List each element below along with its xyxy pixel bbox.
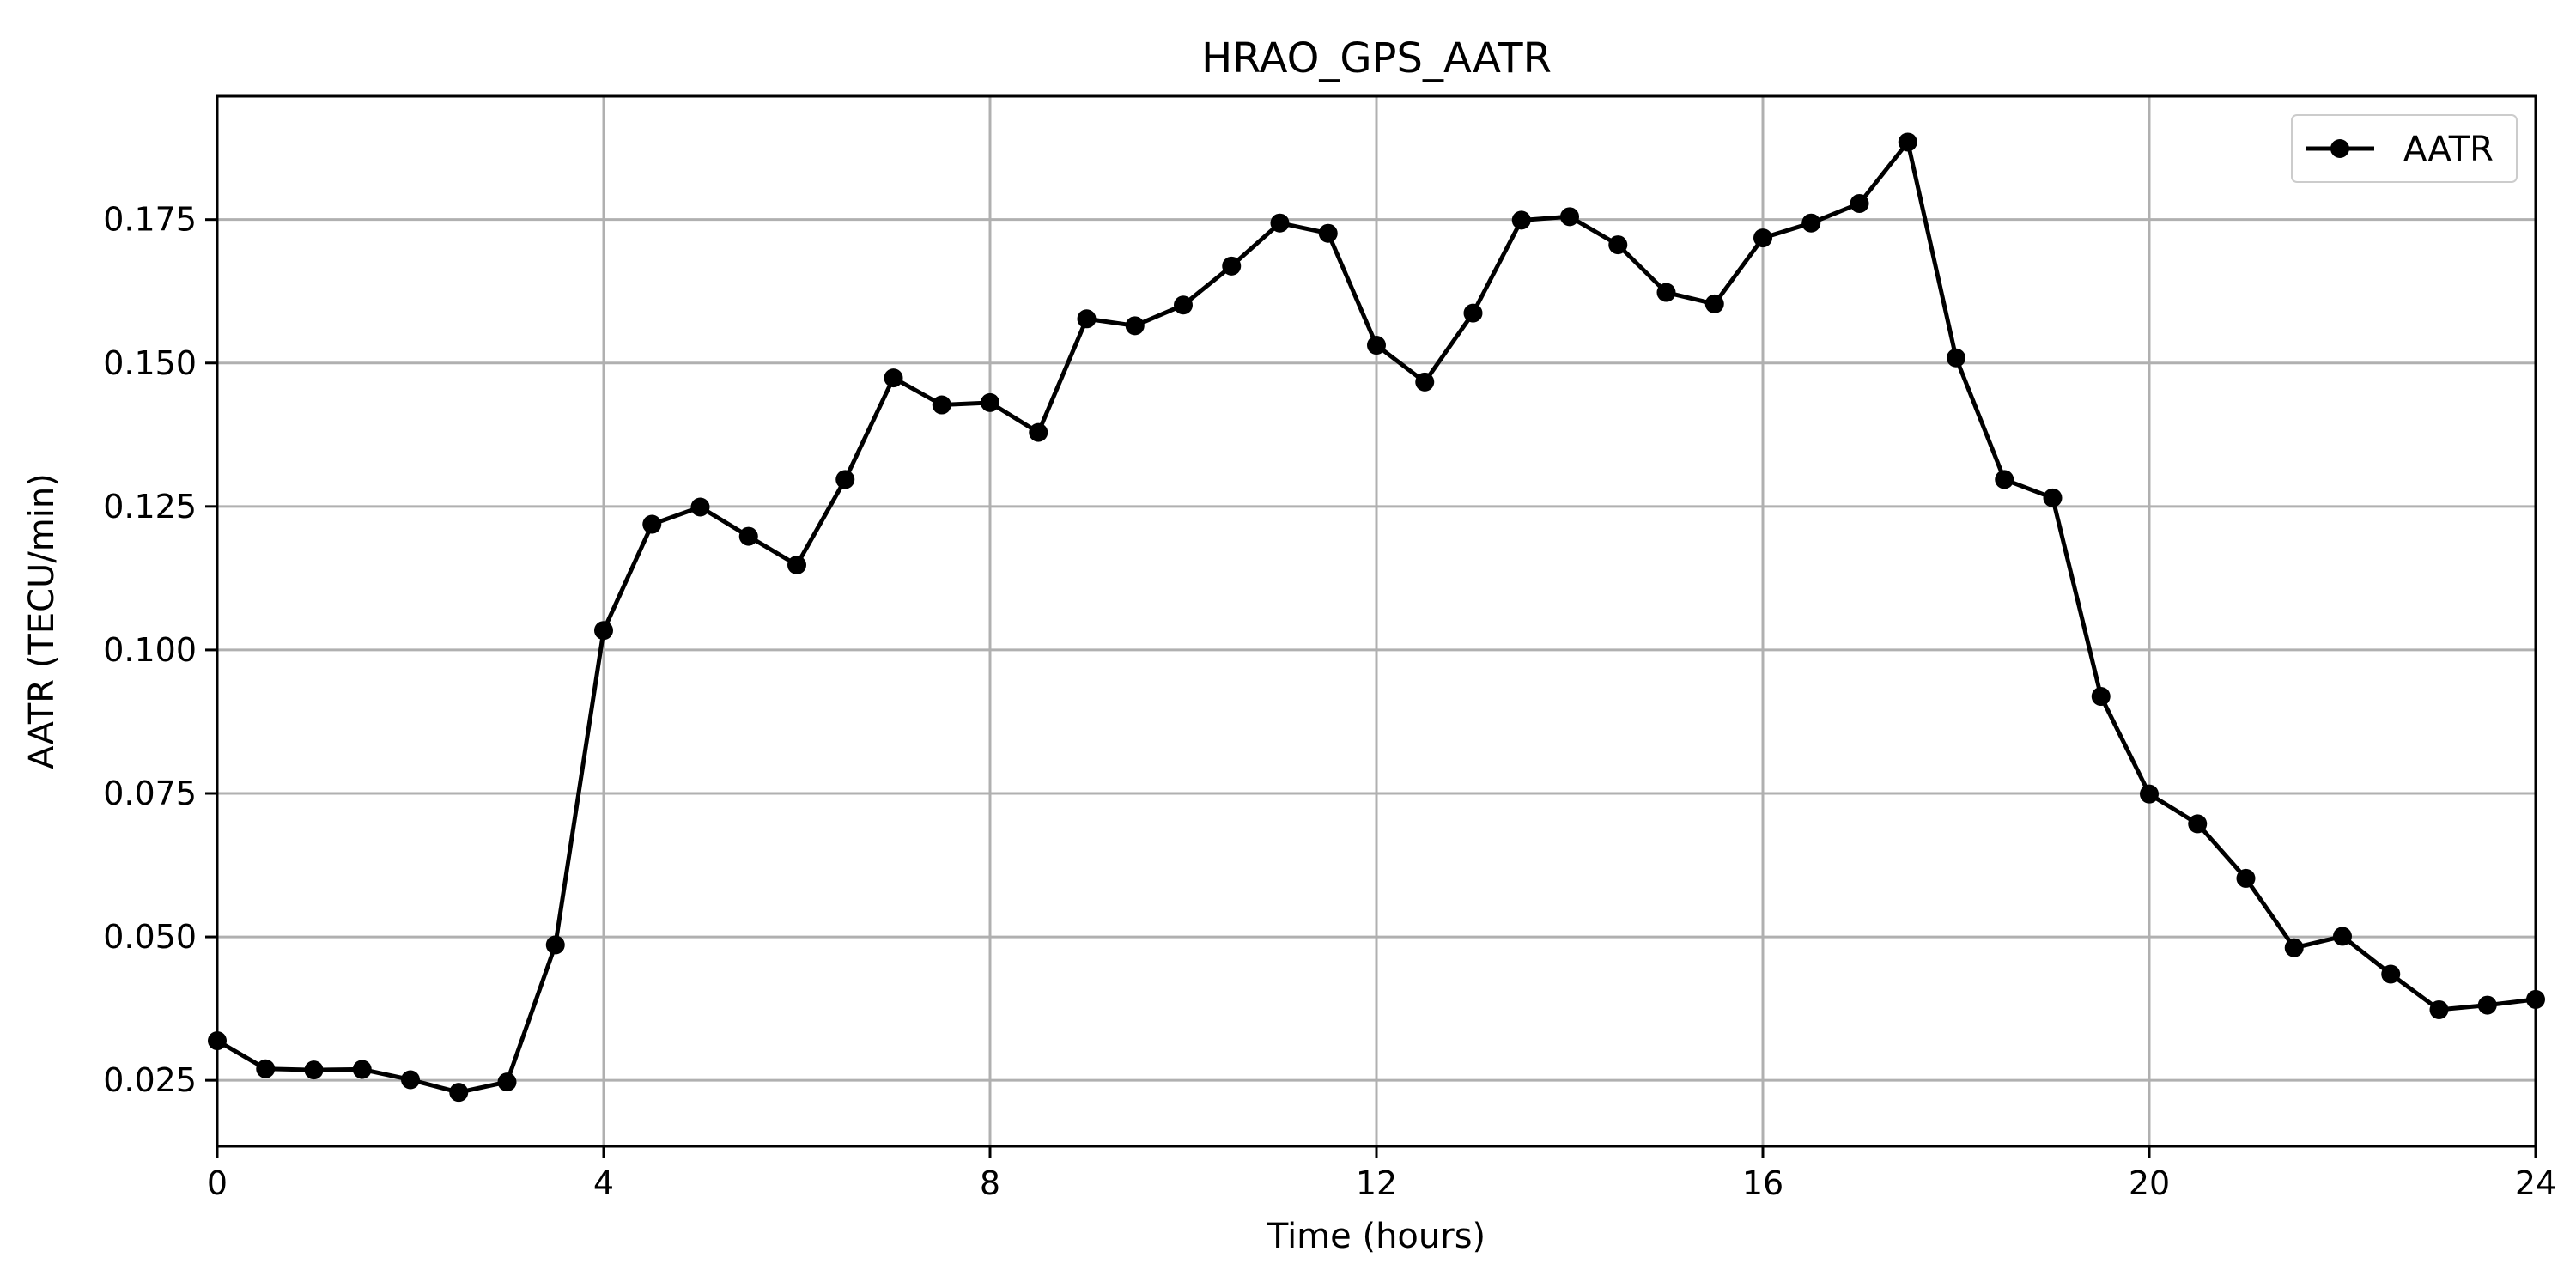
data-point — [2236, 868, 2256, 888]
y-tick-label: 0.100 — [103, 631, 197, 669]
data-point — [1463, 303, 1483, 323]
data-point — [2043, 488, 2063, 507]
data-point — [1560, 207, 1579, 227]
data-point — [1415, 372, 1435, 392]
data-point — [594, 621, 613, 641]
data-point — [690, 497, 710, 517]
data-point — [545, 935, 565, 955]
data-point — [981, 392, 999, 412]
x-tick-label: 0 — [207, 1164, 228, 1202]
data-point — [497, 1072, 517, 1092]
data-point — [401, 1070, 420, 1090]
data-point — [1608, 235, 1628, 255]
data-point — [787, 556, 806, 575]
data-point — [1270, 213, 1290, 233]
data-point — [256, 1059, 276, 1078]
data-point — [2333, 927, 2352, 946]
data-point — [1511, 210, 1531, 230]
legend-entry-aatr: AATR — [2403, 130, 2494, 169]
y-tick-label: 0.050 — [103, 918, 197, 956]
data-point — [449, 1083, 469, 1103]
data-point — [1125, 316, 1145, 336]
data-point — [1367, 336, 1386, 355]
x-tick-label: 12 — [1356, 1164, 1397, 1202]
data-point — [1753, 228, 1772, 248]
data-point — [2284, 938, 2304, 957]
y-tick-label: 0.150 — [103, 344, 197, 382]
data-point — [884, 368, 903, 388]
y-tick-label: 0.125 — [103, 488, 197, 526]
y-tick-label: 0.075 — [103, 775, 197, 812]
data-point — [1995, 470, 2014, 489]
data-point — [304, 1060, 324, 1080]
data-point — [1222, 256, 1242, 276]
data-point — [352, 1060, 372, 1079]
data-point — [2188, 814, 2208, 834]
x-axis-label: Time (hours) — [1267, 1217, 1485, 1256]
data-point — [932, 395, 951, 415]
data-point — [1318, 223, 1338, 243]
data-point — [2477, 995, 2497, 1015]
data-point — [1077, 309, 1097, 329]
y-tick-label: 0.175 — [103, 201, 197, 239]
data-point — [2091, 687, 2111, 707]
x-tick-label: 20 — [2129, 1164, 2170, 1202]
ticks: 0 4 8 12 16 20 24 0.025 0.050 0.075 0.100 0.125 0.15… — [103, 201, 2556, 1202]
data-point — [1174, 295, 1193, 315]
x-tick-label: 16 — [1742, 1164, 1783, 1202]
y-axis-label: AATR (TECU/min) — [22, 473, 62, 769]
data-point — [1704, 294, 1724, 313]
x-tick-label: 4 — [593, 1164, 614, 1202]
data-point — [1656, 283, 1676, 302]
data-point — [835, 470, 855, 489]
series-layer — [208, 132, 2545, 1103]
legend-marker — [2330, 139, 2349, 158]
y-tick-label: 0.025 — [103, 1061, 197, 1099]
data-point — [1898, 132, 1917, 152]
legend-box — [2291, 114, 2518, 183]
data-point — [2429, 999, 2449, 1019]
data-point — [1850, 193, 1869, 213]
x-tick-label: 24 — [2515, 1164, 2556, 1202]
data-point — [642, 514, 662, 534]
x-tick-label: 8 — [980, 1164, 1000, 1202]
data-point — [1947, 348, 1965, 368]
legend: AATR — [2291, 114, 2518, 183]
data-point — [2381, 964, 2401, 984]
data-point — [1801, 213, 1821, 233]
data-point — [1029, 422, 1048, 442]
data-point — [2140, 784, 2159, 804]
data-point — [738, 526, 758, 546]
chart-title: HRAO_GPS_AATR — [1201, 34, 1552, 82]
